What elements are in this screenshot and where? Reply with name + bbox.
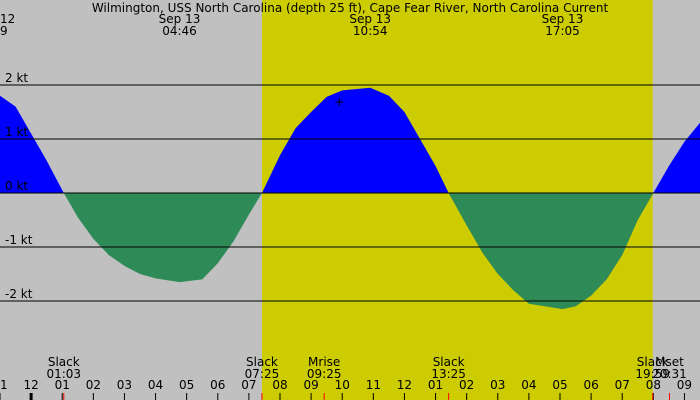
- top-annotation-label: Sep 13: [349, 12, 391, 26]
- x-tick-label: 04: [148, 378, 163, 392]
- top-annotation-time: 04:46: [162, 24, 197, 38]
- x-tick-label: 04: [521, 378, 536, 392]
- top-annotation-time: 10:54: [353, 24, 388, 38]
- x-tick-label: 06: [210, 378, 225, 392]
- event-time: 01:03: [46, 367, 81, 381]
- x-tick-label: 11: [0, 378, 8, 392]
- y-tick-label: -2 kt: [5, 287, 33, 301]
- x-tick-label: 06: [583, 378, 598, 392]
- event-time: 13:25: [431, 367, 466, 381]
- event-time: 09:25: [307, 367, 342, 381]
- x-tick-label: 02: [86, 378, 101, 392]
- event-time: 07:25: [245, 367, 280, 381]
- ebb-area: [63, 193, 262, 283]
- top-edge-label: 12: [0, 12, 15, 26]
- event-label: Slack: [246, 355, 278, 369]
- top-annotation-label: Sep 13: [159, 12, 201, 26]
- chart-title: Wilmington, USS North Carolina (depth 25…: [92, 1, 609, 15]
- event-time: 20:31: [652, 367, 687, 381]
- top-edge-label: 9: [0, 24, 8, 38]
- top-annotation-label: Sep 13: [542, 12, 584, 26]
- event-time: 19:59: [635, 367, 670, 381]
- y-axis-labels: 2 kt 1 kt 0 kt -1 kt -2 kt: [5, 71, 33, 301]
- gridlines: [0, 84, 700, 302]
- ebb-area: [448, 193, 654, 310]
- x-tick-label: 11: [366, 378, 381, 392]
- current-curve: [0, 87, 700, 310]
- x-tick-label: 12: [23, 378, 38, 392]
- event-label: Slack: [48, 355, 80, 369]
- y-tick-label: 1 kt: [5, 125, 28, 139]
- x-tick-label: 08: [272, 378, 287, 392]
- x-tick-label: 03: [490, 378, 505, 392]
- x-tick-label: 10: [335, 378, 350, 392]
- x-tick-label: 01: [428, 378, 443, 392]
- x-tick-label: 08: [646, 378, 661, 392]
- x-tick-label: 05: [552, 378, 567, 392]
- x-tick-label: 05: [179, 378, 194, 392]
- marker-plus: +: [334, 95, 344, 109]
- x-tick-label: 12: [397, 378, 412, 392]
- top-annotation-time: 17:05: [545, 24, 580, 38]
- event-label: Slack: [637, 355, 669, 369]
- y-tick-label: -1 kt: [5, 233, 33, 247]
- x-tick-label: 09: [303, 378, 318, 392]
- y-tick-label: 2 kt: [5, 71, 28, 85]
- flood-area: [261, 87, 449, 193]
- flood-area: [653, 122, 700, 193]
- event-label: Slack: [433, 355, 465, 369]
- event-label: Mset: [655, 355, 684, 369]
- y-tick-label: 0 kt: [5, 179, 28, 193]
- x-tick-label: 07: [241, 378, 256, 392]
- x-tick-label: 01: [55, 378, 70, 392]
- flood-area: [0, 95, 64, 193]
- x-tick-label: 03: [117, 378, 132, 392]
- x-tick-label: 09: [677, 378, 692, 392]
- x-tick-label: 02: [459, 378, 474, 392]
- x-tick-label: 07: [615, 378, 630, 392]
- x-axis: 11 12 01 02 03 04 05 06 07 08 09 10 11 12 01 02 03 04 05 06…: [0, 378, 692, 400]
- event-label: Mrise: [308, 355, 340, 369]
